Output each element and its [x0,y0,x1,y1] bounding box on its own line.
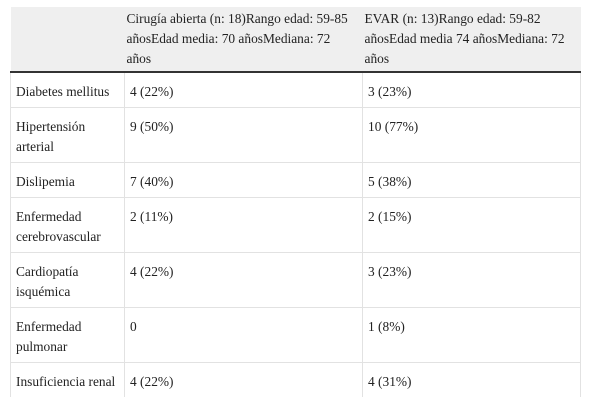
evar-value: 2 (15%) [362,197,581,253]
table-row: Hipertensión arterial 9 (50%) 10 (77%) [10,107,581,163]
table-row: Dislipemia 7 (40%) 5 (38%) [10,162,581,198]
evar-value: 3 (23%) [362,72,581,108]
evar-value: 5 (38%) [362,162,581,198]
row-label: Enfermedad pulmonar [10,307,125,363]
row-label: Cardiopatía isquémica [10,252,125,308]
header-cell-evar: EVAR (n: 13)Rango edad: 59-82 añosEdad m… [362,7,581,73]
open-surgery-value: 7 (40%) [124,162,363,198]
table-body: Diabetes mellitus 4 (22%) 3 (23%) Hipert… [10,72,581,397]
header-cell-empty [10,7,125,73]
header-row: Cirugía abierta (n: 18)Rango edad: 59-85… [10,7,581,73]
open-surgery-value: 0 [124,307,363,363]
table-row: Enfermedad cerebrovascular 2 (11%) 2 (15… [10,197,581,253]
open-surgery-value: 4 (22%) [124,362,363,397]
evar-value: 3 (23%) [362,252,581,308]
row-label: Hipertensión arterial [10,107,125,163]
row-label: Dislipemia [10,162,125,198]
table-row: Cardiopatía isquémica 4 (22%) 3 (23%) [10,252,581,308]
open-surgery-value: 2 (11%) [124,197,363,253]
table-row: Insuficiencia renal 4 (22%) 4 (31%) [10,362,581,397]
evar-value: 4 (31%) [362,362,581,397]
evar-value: 1 (8%) [362,307,581,363]
table-header: Cirugía abierta (n: 18)Rango edad: 59-85… [10,7,581,73]
table-row: Enfermedad pulmonar 0 1 (8%) [10,307,581,363]
open-surgery-value: 4 (22%) [124,252,363,308]
open-surgery-value: 4 (22%) [124,72,363,108]
row-label: Insuficiencia renal [10,362,125,397]
risk-factors-table-container: Cirugía abierta (n: 18)Rango edad: 59-85… [10,7,581,397]
evar-value: 10 (77%) [362,107,581,163]
row-label: Diabetes mellitus [10,72,125,108]
table-row: Diabetes mellitus 4 (22%) 3 (23%) [10,72,581,108]
row-label: Enfermedad cerebrovascular [10,197,125,253]
risk-factors-table: Cirugía abierta (n: 18)Rango edad: 59-85… [10,7,581,397]
header-cell-open-surgery: Cirugía abierta (n: 18)Rango edad: 59-85… [124,7,363,73]
open-surgery-value: 9 (50%) [124,107,363,163]
